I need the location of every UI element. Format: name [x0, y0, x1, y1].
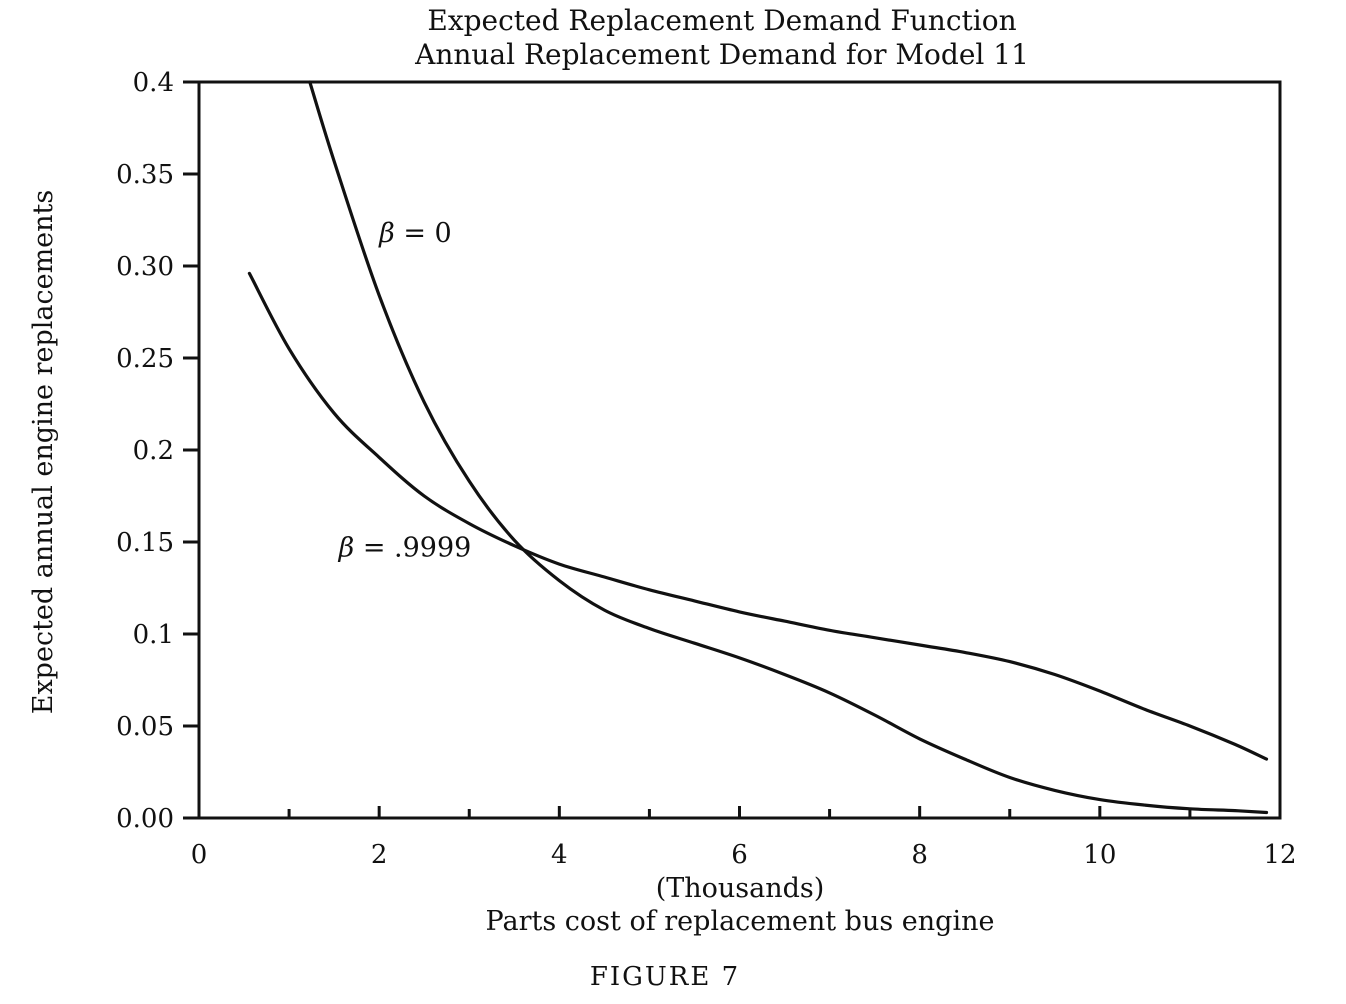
figure-caption: FIGURE 7 [590, 962, 740, 992]
series-label-value: = 0 [395, 218, 452, 249]
x-tick-label: 6 [731, 840, 748, 870]
plot-frame [197, 80, 1282, 820]
y-tick-label: 0.1 [133, 620, 174, 650]
x-axis-label: Parts cost of replacement bus engine [486, 906, 995, 937]
x-axis: 0 2 4 6 8 10 12 [191, 806, 1297, 870]
series-line-1 [308, 80, 1269, 815]
series-label-1: β = 0 [378, 218, 452, 249]
chart-title: Expected Replacement Demand Function [427, 4, 1016, 37]
x-tick-label: 2 [371, 840, 388, 870]
beta-symbol: β [378, 218, 395, 249]
x-tick-label: 12 [1263, 840, 1296, 870]
x-tick-label: 8 [911, 840, 928, 870]
y-tick-label: 0.2 [133, 436, 174, 466]
x-tick-label: 4 [551, 840, 568, 870]
beta-symbol: β [338, 533, 355, 564]
series-group: β = 0β = .9999 [247, 80, 1269, 815]
x-tick-label: 0 [191, 840, 208, 870]
y-tick-label: 0.05 [116, 712, 174, 742]
series-line-2 [247, 271, 1269, 761]
y-tick-label: 0.15 [116, 528, 174, 558]
y-tick-label: 0.25 [116, 344, 174, 374]
y-tick-label: 0.35 [116, 160, 174, 190]
y-tick-label: 0.30 [116, 252, 174, 282]
chart-subtitle: Annual Replacement Demand for Model 11 [414, 38, 1029, 71]
y-tick-label: 0.4 [133, 68, 174, 98]
series-label-value: = .9999 [354, 533, 471, 564]
y-axis-label: Expected annual engine replacements [28, 190, 59, 715]
y-tick-label: 0.00 [116, 804, 174, 834]
x-tick-label: 10 [1083, 840, 1116, 870]
x-axis-unit-label: (Thousands) [656, 873, 825, 904]
y-axis: 0.00 0.05 0.1 0.15 0.2 0.25 0.30 0.35 0.4 [116, 68, 199, 834]
series-label-2: β = .9999 [338, 533, 472, 564]
